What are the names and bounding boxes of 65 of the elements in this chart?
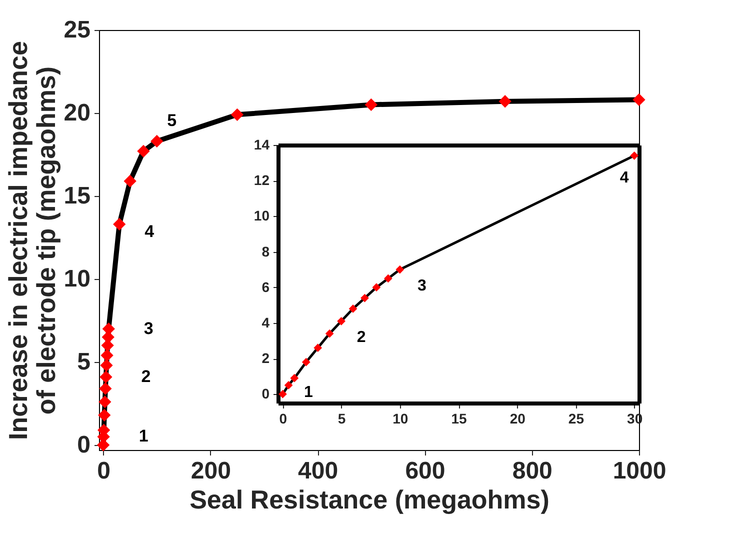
point xyxy=(100,349,114,362)
y-tick-label: 15 xyxy=(64,182,90,210)
x-tick-label: 20 xyxy=(510,410,526,426)
point xyxy=(124,174,136,188)
y-tick-label: 0 xyxy=(77,432,90,459)
y-tick-label: 0 xyxy=(262,386,270,402)
y-tick-label: 25 xyxy=(64,16,90,44)
y-tick-label: 14 xyxy=(254,136,270,152)
point xyxy=(278,390,287,398)
point xyxy=(337,316,346,326)
x-tick-label: 15 xyxy=(451,410,467,426)
x-tick-label: 5 xyxy=(338,410,346,426)
point xyxy=(99,382,112,395)
y-tick-label: 6 xyxy=(262,278,270,295)
y-tick-label: 2 xyxy=(262,350,270,366)
point xyxy=(498,95,512,108)
point xyxy=(100,370,112,384)
annotation: 2 xyxy=(141,366,151,386)
y-tick-label: 10 xyxy=(64,266,90,293)
x-tick-label: 1000 xyxy=(612,458,666,484)
point xyxy=(630,151,638,160)
x-tick-label: 200 xyxy=(190,458,231,484)
point xyxy=(384,274,392,283)
x-tick-label: 600 xyxy=(405,458,446,484)
y-tick-label: 20 xyxy=(64,100,90,127)
y-tick-label: 10 xyxy=(254,208,270,224)
x-tick-label: 800 xyxy=(512,458,552,484)
annotation: 1 xyxy=(138,426,148,446)
point xyxy=(98,408,111,422)
annotation: 3 xyxy=(144,318,154,338)
point xyxy=(113,218,126,231)
point xyxy=(284,381,293,390)
point xyxy=(396,265,404,274)
y-axis-title: Increase in electrical impedance of electrode tip (megaohms) xyxy=(2,41,61,440)
point xyxy=(364,98,378,112)
x-tick-label: 400 xyxy=(298,458,338,484)
annotation: 1 xyxy=(304,384,313,402)
point xyxy=(98,396,112,408)
point xyxy=(150,134,164,148)
point xyxy=(100,359,113,372)
x-axis-title: Seal Resistance (megaohms) xyxy=(190,484,550,514)
annotation: 2 xyxy=(356,329,366,346)
x-tick-label: 0 xyxy=(279,410,288,426)
point xyxy=(230,108,244,121)
point xyxy=(314,344,322,352)
annotation: 4 xyxy=(144,222,155,242)
x-tick-label: 25 xyxy=(568,410,584,426)
point xyxy=(325,329,334,338)
y-tick-label: 8 xyxy=(262,243,270,260)
y-tick-label: 4 xyxy=(262,314,270,330)
annotation: 5 xyxy=(167,111,177,130)
point xyxy=(360,294,369,302)
annotation: 4 xyxy=(620,170,629,187)
point xyxy=(348,304,358,313)
point xyxy=(290,374,299,382)
annotation: 3 xyxy=(417,278,426,295)
x-tick-label: 0 xyxy=(97,458,110,484)
y-tick-label: 5 xyxy=(77,348,90,376)
point xyxy=(372,283,381,292)
point xyxy=(632,93,646,106)
x-tick-label: 10 xyxy=(392,410,408,426)
point xyxy=(137,144,150,158)
y-tick-label: 12 xyxy=(254,172,270,188)
point xyxy=(102,322,115,336)
point xyxy=(302,358,310,366)
